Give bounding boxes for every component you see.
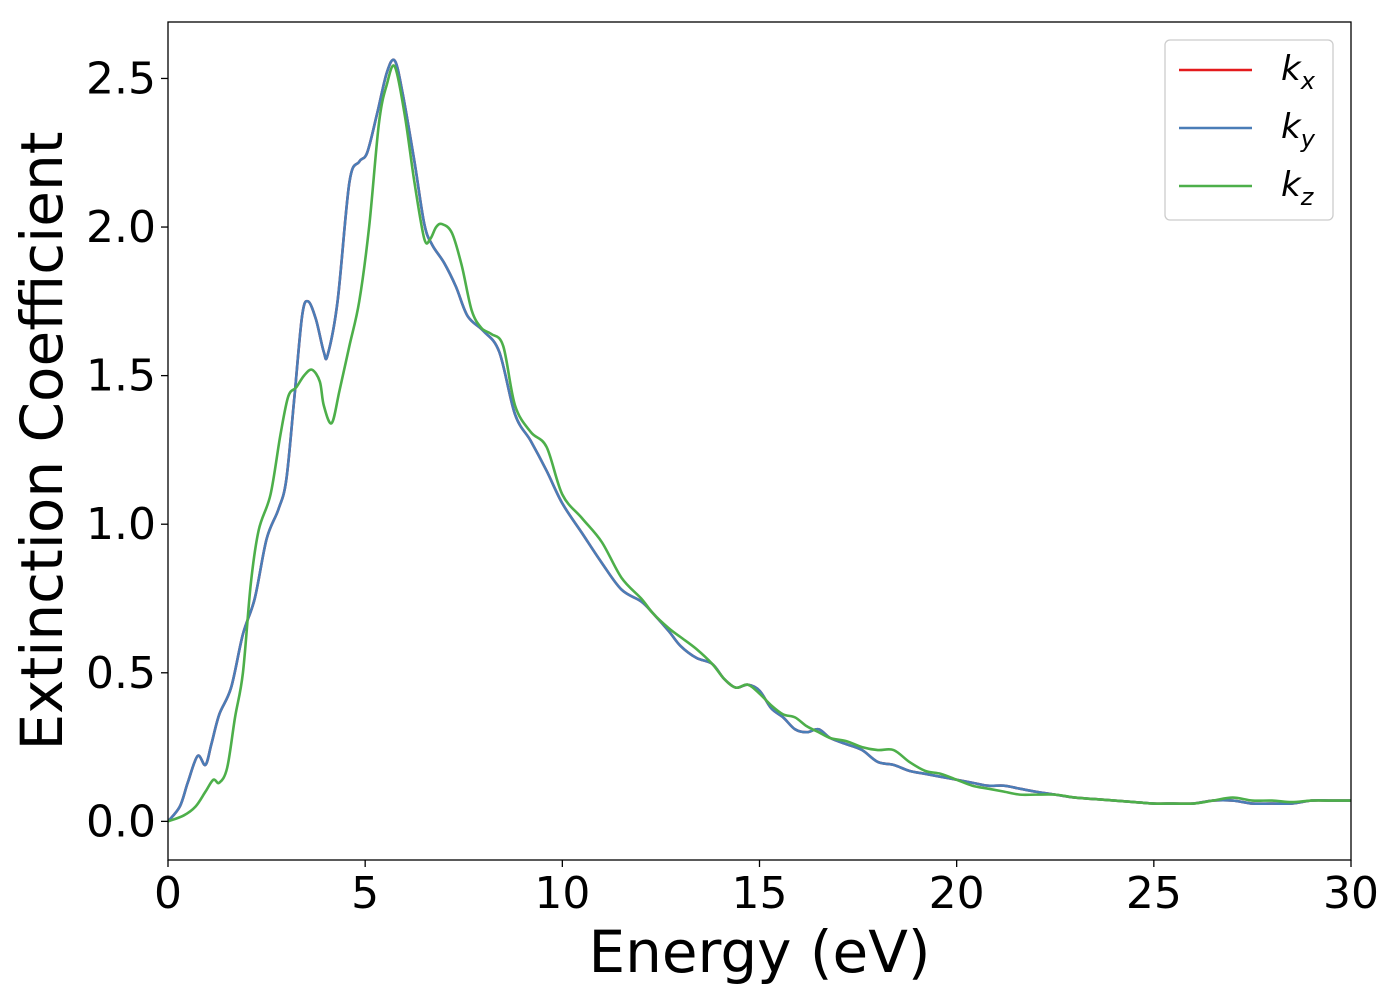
y-axis-label: Extinction Coefficient [8, 132, 76, 751]
x-tick-label: 20 [929, 868, 985, 919]
y-tick-label: 2.0 [86, 202, 156, 253]
legend-label-y: ky [1281, 107, 1316, 153]
y-tick-label: 0.0 [86, 796, 156, 847]
legend-box [1164, 39, 1334, 221]
y-tick-label: 1.0 [86, 499, 156, 550]
x-tick-label: 5 [351, 868, 379, 919]
x-tick-label: 15 [732, 868, 788, 919]
series-line-z [168, 64, 1351, 823]
x-tick-label: 25 [1126, 868, 1182, 919]
tick-layer: 0 5 10 15 20 25 30 0.0 0.5 1.0 1.5 2.0 2.5 [86, 53, 1379, 919]
y-tick-label: 1.5 [86, 351, 156, 402]
x-tick-label: 10 [534, 868, 590, 919]
legend: kx ky kz [1164, 39, 1334, 221]
series-layer [168, 58, 1351, 823]
legend-label-z: kz [1281, 165, 1315, 211]
legend-label-x: kx [1281, 49, 1316, 95]
x-tick-label: 0 [154, 868, 182, 919]
x-axis-label: Energy (eV) [588, 918, 930, 986]
y-tick-label: 2.5 [86, 53, 156, 104]
y-tick-label: 0.5 [86, 648, 156, 699]
x-tick-label: 30 [1323, 868, 1379, 919]
